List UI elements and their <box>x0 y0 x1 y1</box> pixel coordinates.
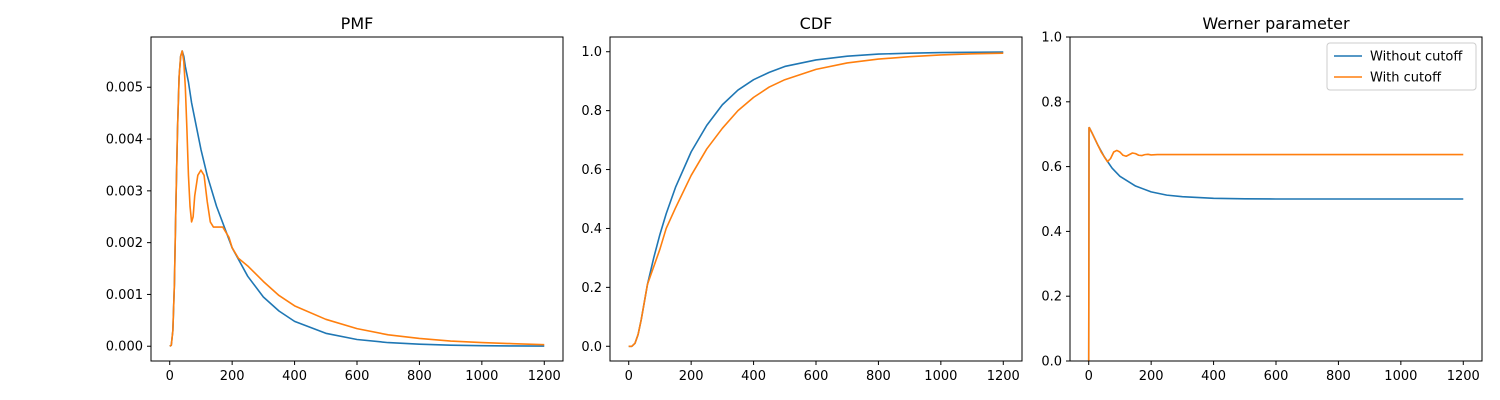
cdf-x-tick-label: 800 <box>866 369 891 384</box>
cdf-y-tick-label: 0.4 <box>581 222 602 237</box>
werner-y-tick-label: 0.4 <box>1041 225 1062 240</box>
pmf-series-with-cutoff-line <box>169 50 545 347</box>
werner-plot-area: 0 200 400 600 800 1000 1200 0.0 0.2 0.4 0.6 0.8 1.0 <box>1041 31 1483 384</box>
werner-x-tick-label: 1200 <box>1447 369 1480 384</box>
cdf-title: CDF <box>800 14 833 33</box>
werner-x-tick-label: 0 <box>1085 369 1093 384</box>
pmf-x-tick-label: 400 <box>282 369 307 384</box>
pmf-x-tick-label: 800 <box>407 369 432 384</box>
werner-x-tick-label: 200 <box>1139 369 1164 384</box>
werner-title: Werner parameter <box>1202 14 1350 33</box>
pmf-y-tick-label: 0.004 <box>106 133 143 148</box>
cdf-series-with-cutoff-line <box>628 52 1004 348</box>
cdf-y-tick-label: 0.8 <box>581 104 602 119</box>
werner-x-tick-label: 400 <box>1201 369 1226 384</box>
cdf-x-tick-label: 1000 <box>924 369 957 384</box>
legend-frame <box>1326 42 1477 91</box>
cdf-y-tick-label: 0.2 <box>581 281 602 296</box>
cdf-plot-area: 0 200 400 600 800 1000 1200 0.0 0.2 0.4 0.6 0.8 1.0 <box>581 36 1023 384</box>
pmf-x-tick-label: 1200 <box>528 369 561 384</box>
werner-y-tick-label: 0.8 <box>1041 95 1062 110</box>
panel-cdf: CDF 0 200 400 600 800 1000 1200 0.0 0.2 0.4 0.6 0.8… <box>581 14 1023 384</box>
werner-x-tick-label: 600 <box>1264 369 1289 384</box>
cdf-y-tick-label: 0.0 <box>581 340 602 355</box>
cdf-x-tick-label: 1200 <box>987 369 1020 384</box>
werner-y-tick-label: 1.0 <box>1041 31 1062 46</box>
cdf-x-tick-label: 600 <box>804 369 829 384</box>
pmf-y-tick-label: 0.000 <box>106 340 143 355</box>
cdf-x-tick-label: 400 <box>741 369 766 384</box>
cdf-x-tick-label: 0 <box>625 369 633 384</box>
cdf-x-tick-label: 200 <box>679 369 704 384</box>
werner-y-tick-label: 0.0 <box>1041 355 1062 370</box>
pmf-x-tick-label: 0 <box>166 369 174 384</box>
pmf-x-tick-label: 1000 <box>465 369 498 384</box>
legend-label-without-cutoff: Without cutoff <box>1370 50 1463 65</box>
pmf-plot-area: 0 200 400 600 800 1000 1200 0.000 0.001 0.002 0.00… <box>106 36 564 384</box>
cdf-y-tick-label: 1.0 <box>581 45 602 60</box>
werner-y-tick-label: 0.6 <box>1041 160 1062 175</box>
panel-pmf: PMF 0 200 400 600 800 1000 1200 0.000 0.001 0.002… <box>106 14 564 384</box>
pmf-y-tick-label: 0.003 <box>106 184 143 199</box>
werner-legend: Without cutoff With cutoff <box>1326 42 1477 91</box>
pmf-y-tick-label: 0.005 <box>106 81 143 96</box>
werner-x-tick-label: 800 <box>1326 369 1351 384</box>
werner-series-with-cutoff-line <box>1087 126 1464 362</box>
panel-werner: Werner parameter 0 200 400 600 800 1000 1200 0.… <box>1041 14 1483 384</box>
pmf-x-tick-label: 200 <box>220 369 245 384</box>
pmf-y-tick-label: 0.002 <box>106 236 143 251</box>
legend-label-with-cutoff: With cutoff <box>1370 71 1442 86</box>
pmf-title: PMF <box>341 14 374 33</box>
pmf-y-tick-label: 0.001 <box>106 288 143 303</box>
cdf-y-tick-label: 0.6 <box>581 163 602 178</box>
werner-y-tick-label: 0.2 <box>1041 290 1062 305</box>
pmf-x-tick-label: 600 <box>345 369 370 384</box>
werner-x-tick-label: 1000 <box>1384 369 1417 384</box>
